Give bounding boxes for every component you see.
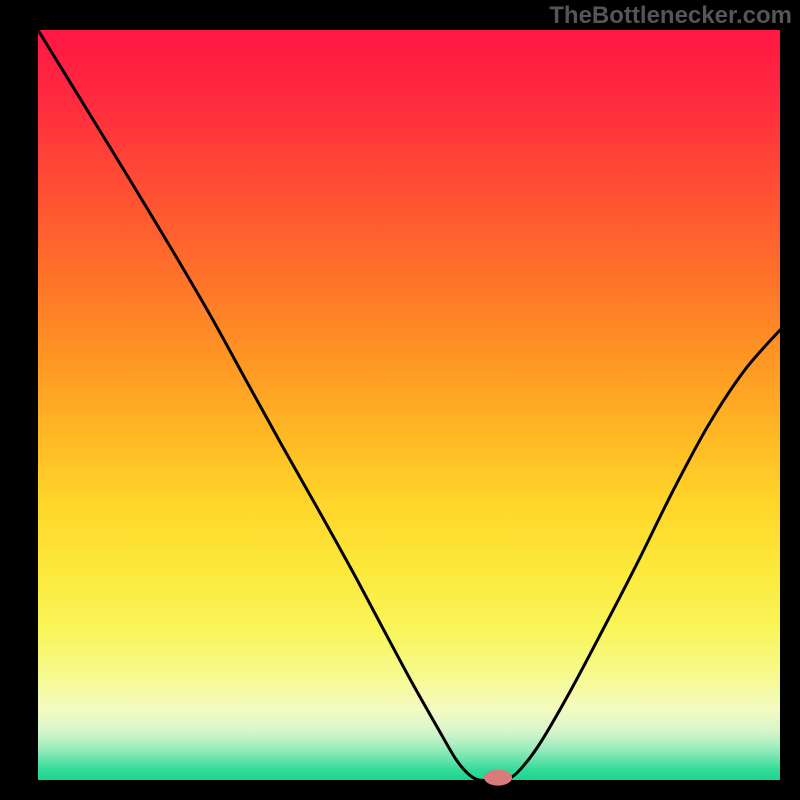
watermark-text: TheBottlenecker.com	[549, 2, 792, 30]
optimal-point-marker	[484, 770, 512, 786]
chart-svg	[0, 0, 800, 800]
plot-area	[38, 30, 780, 780]
bottleneck-chart: TheBottlenecker.com	[0, 0, 800, 800]
